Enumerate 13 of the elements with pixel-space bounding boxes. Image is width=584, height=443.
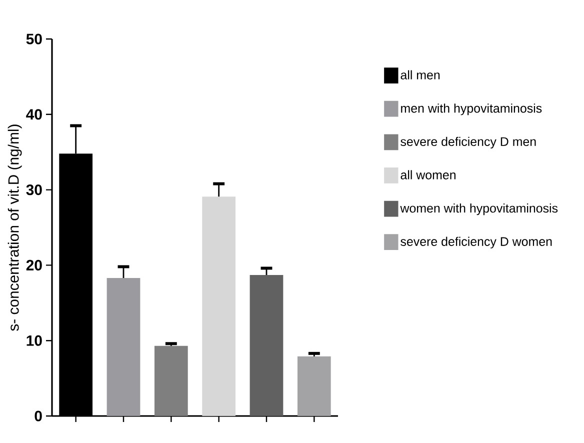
legend-label: women with hypovitaminosis [400, 203, 558, 216]
y-axis-title: s- concentration of vit.D (ng/ml) [8, 124, 22, 331]
legend-label: men with hypovitaminosis [401, 104, 542, 116]
y-tick-label: 50 [26, 34, 42, 44]
y-tick-label: 20 [26, 260, 42, 270]
y-tick-label: 10 [26, 335, 42, 346]
legend-label: all women [400, 170, 456, 180]
y-tick-label: 0 [34, 410, 42, 422]
y-tick-label: 30 [26, 184, 42, 196]
y-tick-label: 40 [26, 109, 42, 120]
legend-label: severe deficiency D women [400, 236, 552, 248]
legend-label: severe deficiency D men [400, 136, 536, 148]
legend-label: all men [400, 70, 440, 80]
